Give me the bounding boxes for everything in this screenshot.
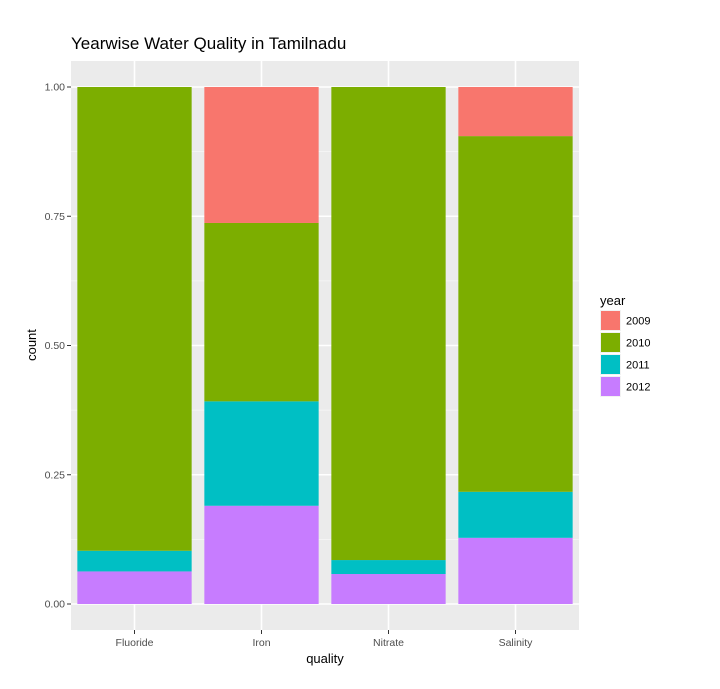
x-axis-title: quality [306, 651, 344, 666]
legend-swatch-2011 [601, 355, 620, 374]
bar-segment-salinity-2011 [458, 491, 573, 538]
legend-swatch-2010 [601, 333, 620, 352]
x-tick-label-iron: Iron [252, 637, 270, 649]
x-tick-label-fluoride: Fluoride [116, 637, 154, 649]
bars [77, 87, 573, 604]
legend-title: year [600, 293, 626, 308]
legend: year 2009 2010 2011 2012 [600, 293, 650, 397]
y-axis-title: count [24, 329, 39, 361]
bar-segment-iron-2010 [204, 222, 319, 402]
bar-segment-salinity-2010 [458, 136, 573, 492]
legend-swatch-2009 [601, 311, 620, 330]
x-tick-label-salinity: Salinity [499, 637, 534, 649]
bar-segment-salinity-2012 [458, 537, 573, 604]
chart-title: Yearwise Water Quality in Tamilnadu [71, 34, 346, 53]
bar-segment-iron-2009 [204, 87, 319, 223]
y-tick-label: 0.25 [45, 469, 66, 481]
y-tick-label: 1.00 [45, 82, 66, 94]
bar-segment-fluoride-2012 [77, 571, 192, 604]
y-tick-label: 0.50 [45, 340, 66, 352]
x-tick-label-nitrate: Nitrate [373, 637, 404, 649]
bar-segment-fluoride-2011 [77, 550, 192, 572]
bar-segment-iron-2012 [204, 505, 319, 604]
legend-swatch-2012 [601, 377, 620, 396]
bar-segment-fluoride-2010 [77, 87, 192, 551]
y-tick-label: 0.00 [45, 599, 66, 611]
bar-segment-salinity-2009 [458, 87, 573, 137]
bar-segment-nitrate-2012 [331, 574, 446, 604]
bar-segment-iron-2011 [204, 401, 319, 506]
legend-label-2012: 2012 [626, 382, 650, 394]
legend-label-2011: 2011 [626, 360, 650, 372]
y-axis: 0.00 0.25 0.50 0.75 1.00 [45, 82, 71, 611]
bar-segment-nitrate-2011 [331, 560, 446, 575]
legend-label-2010: 2010 [626, 338, 650, 350]
x-axis: Fluoride Iron Nitrate Salinity [116, 630, 534, 649]
bar-segment-nitrate-2010 [331, 87, 446, 561]
y-tick-label: 0.75 [45, 211, 66, 223]
legend-label-2009: 2009 [626, 316, 650, 328]
